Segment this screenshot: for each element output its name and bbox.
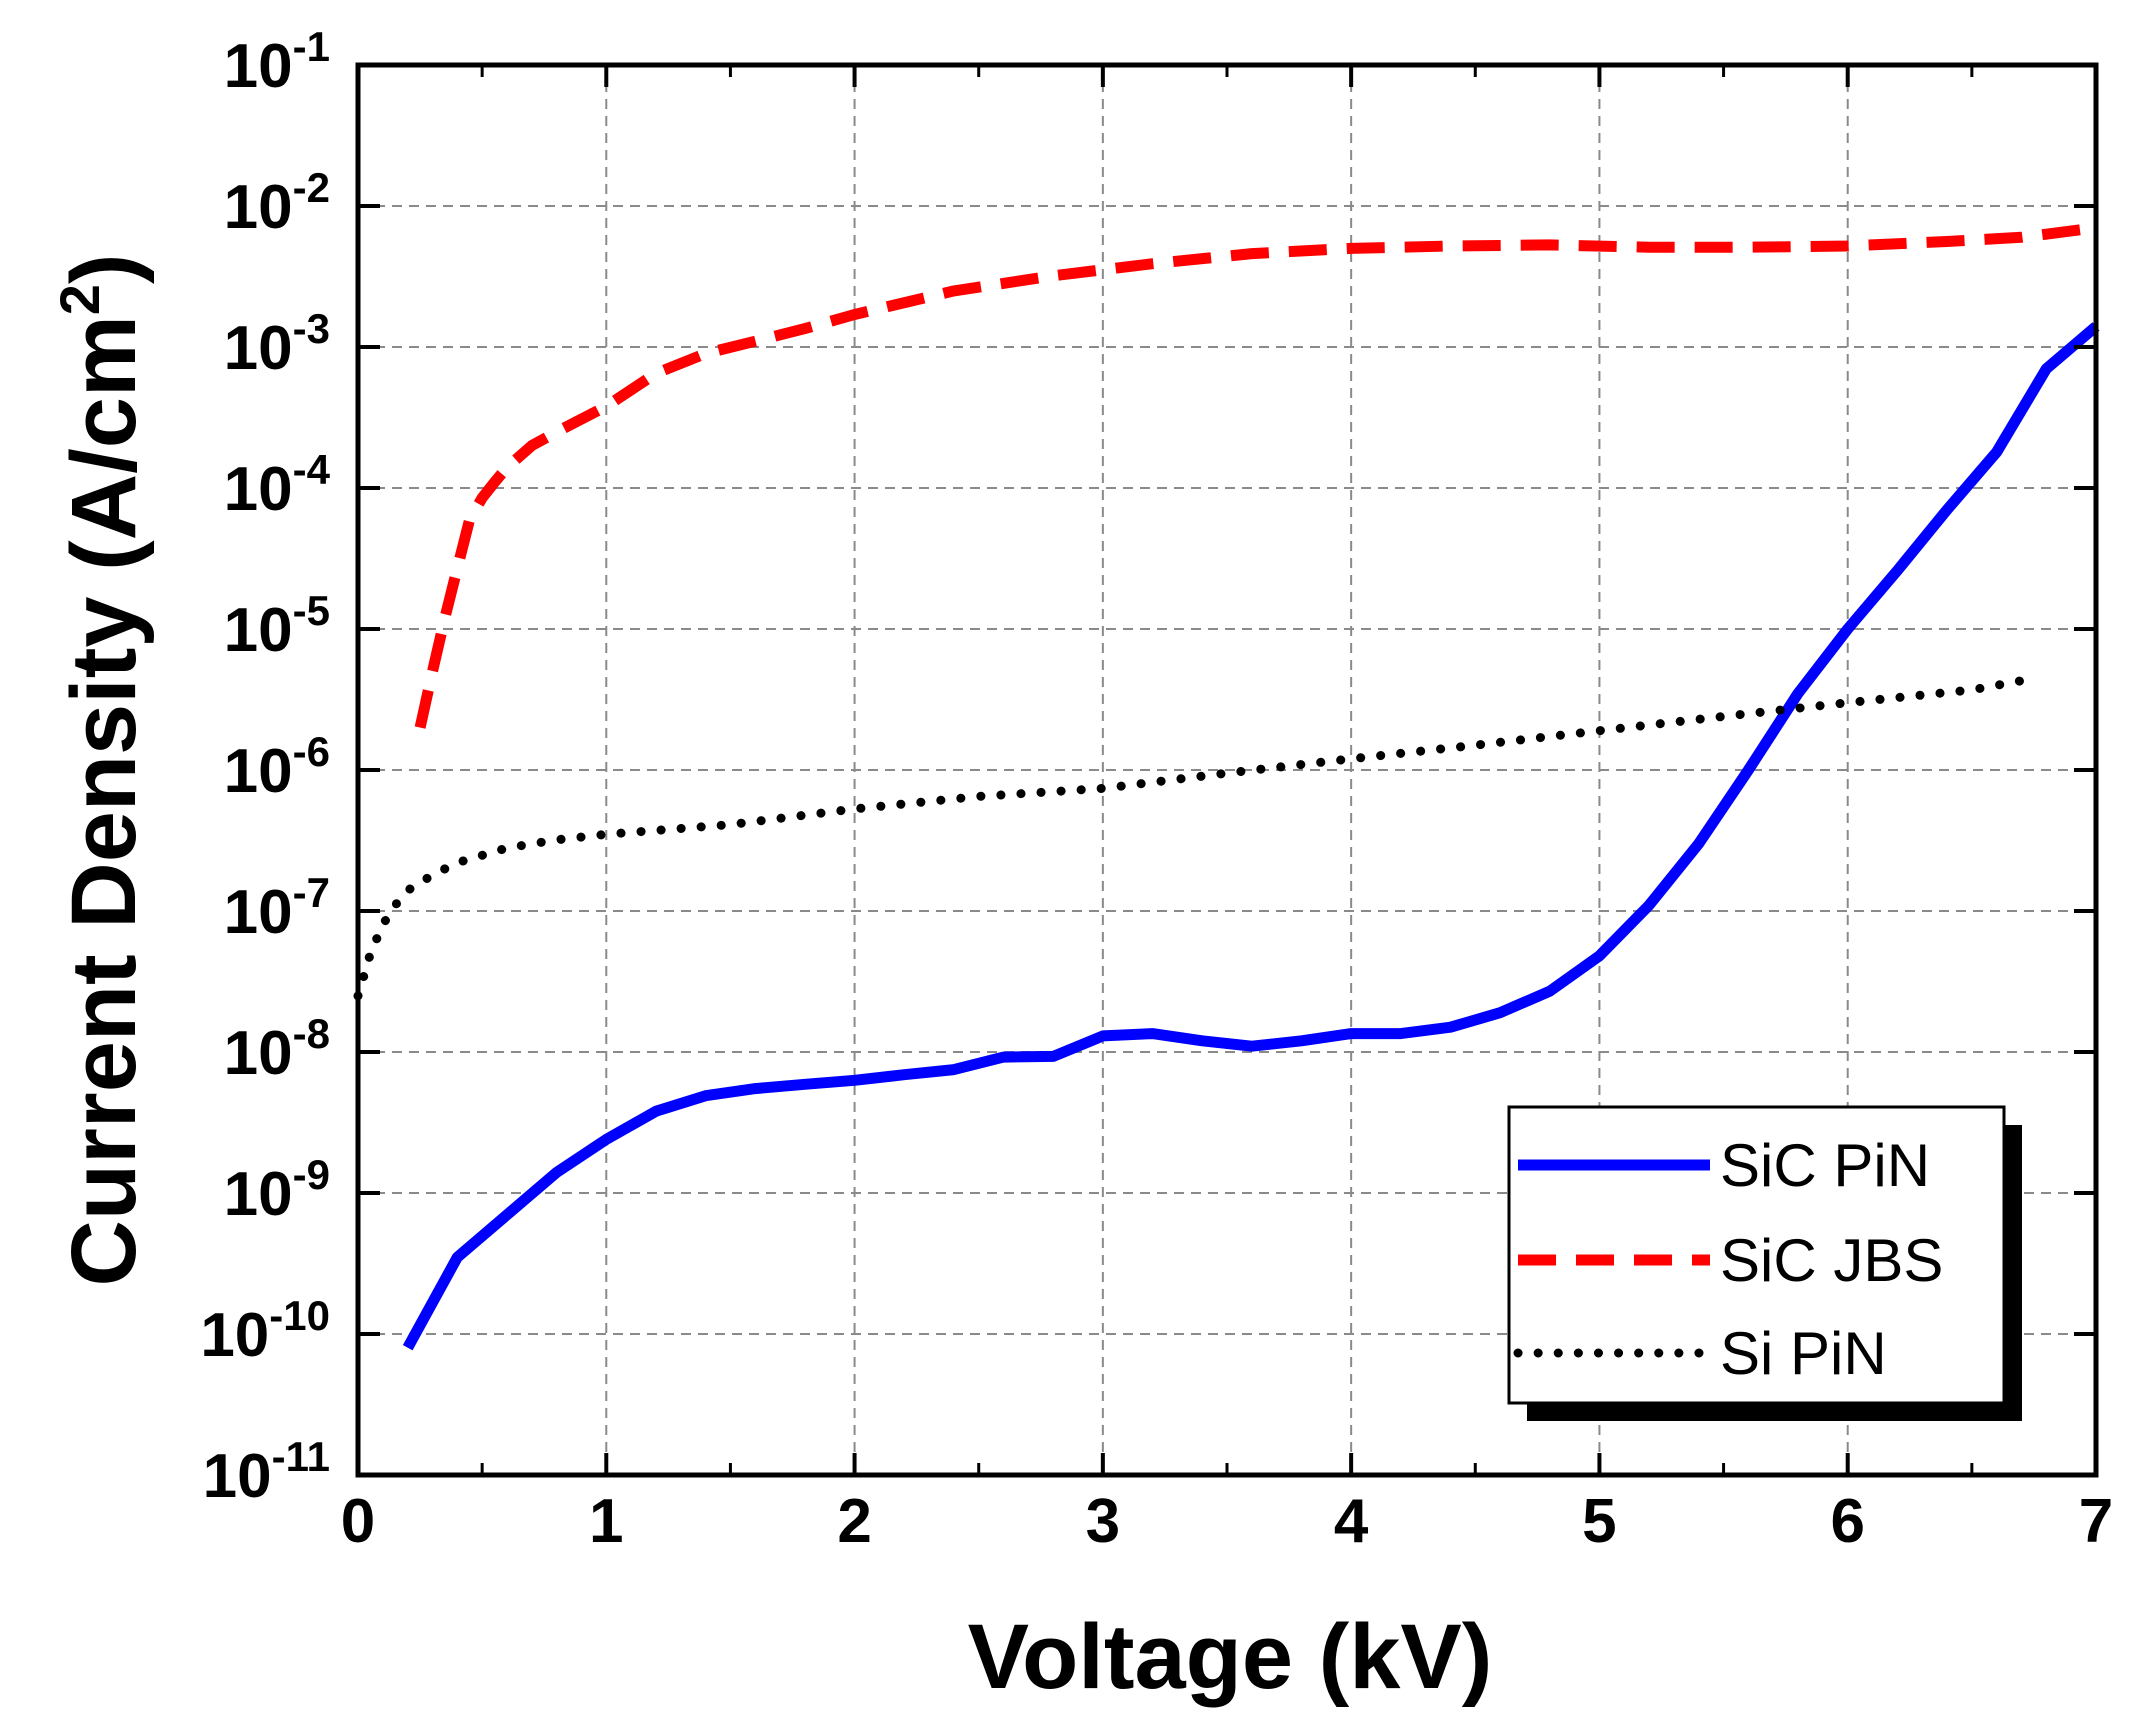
tick-labels: 0 1 2 3 4 5 6 710-110-210-310-410-510-610-710-8…	[200, 23, 2113, 1556]
tick-marks	[356, 63, 2098, 1477]
y-tick-label: 10-9	[224, 1151, 330, 1229]
y-tick-label: 10-11	[203, 1433, 330, 1511]
x-tick-label: 5	[1582, 1487, 1616, 1556]
y-tick-label: 10-2	[224, 164, 330, 242]
y-tick-label: 10-7	[224, 869, 330, 947]
legend-label-sic-pin: SiC PiN	[1720, 1132, 1930, 1199]
y-tick-label-base: 10	[224, 314, 293, 383]
x-tick-label: 2	[837, 1487, 871, 1556]
legend-label-si-pin: Si PiN	[1720, 1320, 1887, 1387]
x-axis-title: Voltage (kV)	[968, 1606, 1493, 1708]
y-tick-label-exponent: -6	[293, 728, 330, 775]
legend-label-sic-jbs: SiC JBS	[1720, 1227, 1943, 1294]
x-tick-label: 7	[2079, 1487, 2113, 1556]
y-tick-label: 10-6	[224, 728, 330, 806]
y-tick-label: 10-10	[200, 1292, 330, 1370]
x-tick-label: 4	[1334, 1487, 1369, 1556]
y-tick-label: 10-3	[224, 305, 330, 383]
y-tick-label-base: 10	[200, 1301, 269, 1370]
y-axis-title-base: Current Density (A/cm	[53, 315, 155, 1286]
x-tick-label: 0	[341, 1487, 375, 1556]
y-tick-label-exponent: -5	[293, 587, 330, 634]
y-axis-title: Current Density (A/cm2)	[48, 253, 155, 1286]
y-tick-label-base: 10	[224, 737, 293, 806]
y-tick-label-exponent: -8	[293, 1010, 330, 1057]
y-tick-label-exponent: -1	[293, 23, 330, 70]
y-tick-label: 10-4	[224, 446, 331, 524]
y-tick-label-exponent: -11	[272, 1433, 330, 1480]
y-tick-label-exponent: -9	[293, 1151, 330, 1198]
y-tick-label-exponent: -3	[293, 305, 330, 352]
y-axis-title-superscript: 2	[48, 284, 111, 315]
legend: SiC PiN SiC JBS Si PiN	[1507, 1105, 2022, 1421]
y-tick-label-base: 10	[203, 1442, 272, 1511]
y-tick-label-base: 10	[224, 596, 293, 665]
y-tick-label-base: 10	[224, 455, 293, 524]
series-line-sic-jbs	[414, 222, 2097, 729]
series-line-sic-pin	[402, 322, 2100, 1351]
legend-entry-si-pin: Si PiN	[1513, 1320, 1887, 1387]
y-tick-label: 10-5	[224, 587, 330, 665]
y-tick-label-exponent: -10	[269, 1292, 330, 1339]
y-tick-label-exponent: -7	[293, 869, 330, 916]
x-tick-label: 3	[1086, 1487, 1120, 1556]
x-tick-label: 6	[1830, 1487, 1864, 1556]
series-line-si-pin	[353, 676, 2026, 1001]
y-tick-label-base: 10	[224, 1019, 293, 1088]
y-tick-label-base: 10	[224, 173, 293, 242]
y-tick-label-base: 10	[224, 1160, 293, 1229]
y-tick-label-base: 10	[224, 878, 293, 947]
y-tick-label: 10-8	[224, 1010, 330, 1088]
y-tick-label: 10-1	[224, 23, 330, 101]
y-tick-label-base: 10	[224, 32, 293, 101]
y-axis-title-suffix: )	[53, 253, 155, 284]
series-layer	[353, 222, 2100, 1351]
x-tick-label: 1	[589, 1487, 623, 1556]
grid	[358, 65, 2096, 1475]
y-tick-label-exponent: -4	[293, 446, 331, 493]
legend-entry-sic-jbs: SiC JBS	[1518, 1227, 1943, 1294]
legend-entry-sic-pin: SiC PiN	[1518, 1132, 1930, 1199]
y-tick-label-exponent: -2	[293, 164, 330, 211]
